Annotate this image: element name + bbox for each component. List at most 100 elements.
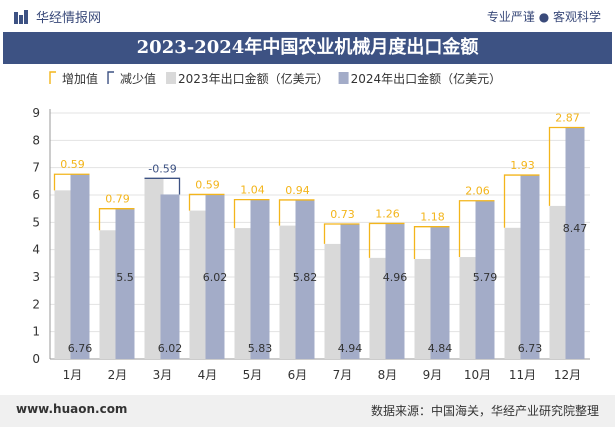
legend-swatch xyxy=(338,72,349,84)
x-tick-label: 1月 xyxy=(63,368,83,382)
decrease-bracket xyxy=(144,177,181,195)
top-bar: 华经情报网 专业严谨 ● 客观科学 xyxy=(0,0,615,32)
change-label: 1.93 xyxy=(510,159,535,172)
x-tick-label: 3月 xyxy=(153,368,173,382)
bar-2024 xyxy=(115,208,135,359)
y-tick-label: 8 xyxy=(32,133,40,147)
bar-2024 xyxy=(250,199,270,359)
tagline: 专业严谨 ● 客观科学 xyxy=(486,10,601,24)
value-label-2024: 5.82 xyxy=(293,271,318,284)
increase-bracket xyxy=(188,193,225,211)
bar-2024 xyxy=(70,174,90,359)
x-tick-label: 8月 xyxy=(378,368,398,382)
legend-label: 2023年出口金额（亿美元） xyxy=(178,71,329,86)
bar-2024 xyxy=(295,199,315,359)
brand-name: 华经情报网 xyxy=(36,11,102,26)
change-label: 1.18 xyxy=(420,211,445,224)
x-tick-label: 6月 xyxy=(288,368,308,382)
bar-2023 xyxy=(414,258,434,359)
y-tick-label: 5 xyxy=(32,215,40,229)
change-label: 0.94 xyxy=(285,184,310,197)
bar-2023 xyxy=(189,210,209,359)
x-tick-label: 12月 xyxy=(554,368,581,382)
change-label: 0.59 xyxy=(195,178,220,191)
x-tick-label: 9月 xyxy=(423,368,443,382)
y-tick-label: 1 xyxy=(32,325,40,339)
bar-2023 xyxy=(234,228,254,359)
increase-bracket xyxy=(53,173,90,191)
bar-2023 xyxy=(279,225,299,359)
bar-2023 xyxy=(324,243,344,359)
increase-bracket xyxy=(368,222,405,258)
value-label-2024: 6.76 xyxy=(68,342,93,355)
y-tick-label: 7 xyxy=(32,161,40,175)
change-label: 1.04 xyxy=(240,184,265,197)
increase-bracket xyxy=(98,208,135,231)
change-label: 1.26 xyxy=(375,207,400,220)
change-label: 0.79 xyxy=(105,193,130,206)
x-tick-label: 2月 xyxy=(108,368,128,382)
change-label: 0.73 xyxy=(330,208,355,221)
bar-2024 xyxy=(385,223,405,359)
x-tick-label: 7月 xyxy=(333,368,353,382)
value-label-2024: 6.73 xyxy=(518,342,543,355)
value-label-2024: 5.5 xyxy=(116,271,134,284)
legend-swatch xyxy=(166,72,177,84)
bar-2023 xyxy=(549,205,569,359)
value-label-2024: 8.47 xyxy=(563,222,588,235)
bar-2024 xyxy=(565,127,585,359)
y-tick-label: 4 xyxy=(32,243,40,257)
x-tick-label: 5月 xyxy=(243,368,263,382)
y-tick-label: 3 xyxy=(32,270,40,284)
increase-bracket xyxy=(458,200,495,258)
bar-2024 xyxy=(430,226,450,359)
title-bar: 2023-2024年中国农业机械月度出口金额 xyxy=(3,32,612,64)
footer-source: 数据来源：中国海关，华经产业研究院整理 xyxy=(370,404,599,418)
bar-2023 xyxy=(369,257,389,359)
brand: 华经情报网 xyxy=(14,7,101,26)
bar-2024 xyxy=(160,194,180,359)
y-tick-label: 6 xyxy=(32,188,40,202)
x-tick-label: 11月 xyxy=(509,368,536,382)
change-label: -0.59 xyxy=(148,162,176,175)
value-label-2024: 4.84 xyxy=(428,342,453,355)
change-label: 0.59 xyxy=(60,158,85,171)
bar-2024 xyxy=(340,223,360,359)
bar-2023 xyxy=(459,257,479,359)
bar-2024 xyxy=(520,175,540,359)
y-tick-label: 2 xyxy=(32,297,40,311)
legend-swatch xyxy=(49,71,56,84)
change-label: 2.87 xyxy=(555,111,580,124)
x-tick-label: 4月 xyxy=(198,368,218,382)
legend-label: 减少值 xyxy=(120,71,156,86)
legend-swatch xyxy=(107,71,115,84)
brand-logo-icon xyxy=(14,9,28,24)
bar-2023 xyxy=(99,230,119,359)
bar-2024 xyxy=(475,200,495,359)
bar-2024 xyxy=(205,194,225,359)
increase-bracket xyxy=(323,223,360,244)
chart-area: 增加值 减少值 2023年出口金额（亿美元） 2024年出口金额（亿美元） 0 1 2 3 4 5… xyxy=(32,71,590,382)
value-label-2024: 6.02 xyxy=(203,271,228,284)
value-label-2024: 4.94 xyxy=(338,342,363,355)
y-tick-label: 9 xyxy=(32,106,40,120)
footer-url: www.huaon.com xyxy=(16,402,128,416)
increase-bracket xyxy=(278,199,315,226)
increase-bracket xyxy=(503,174,540,228)
value-label-2024: 4.96 xyxy=(383,271,408,284)
legend-label: 2024年出口金额（亿美元） xyxy=(351,71,502,86)
increase-bracket xyxy=(233,198,270,229)
bar-2023 xyxy=(144,178,164,359)
value-label-2024: 5.83 xyxy=(248,342,273,355)
y-tick-label: 0 xyxy=(32,352,40,366)
footer: www.huaon.com 数据来源：中国海关，华经产业研究院整理 xyxy=(0,395,615,427)
bar-2023 xyxy=(54,190,74,359)
x-tick-label: 10月 xyxy=(464,368,491,382)
legend-label: 增加值 xyxy=(62,71,98,86)
value-label-2024: 6.02 xyxy=(158,342,183,355)
value-label-2024: 5.79 xyxy=(473,271,498,284)
chart-title: 2023-2024年中国农业机械月度出口金额 xyxy=(136,37,479,58)
change-label: 2.06 xyxy=(465,185,490,198)
increase-bracket xyxy=(548,126,585,206)
